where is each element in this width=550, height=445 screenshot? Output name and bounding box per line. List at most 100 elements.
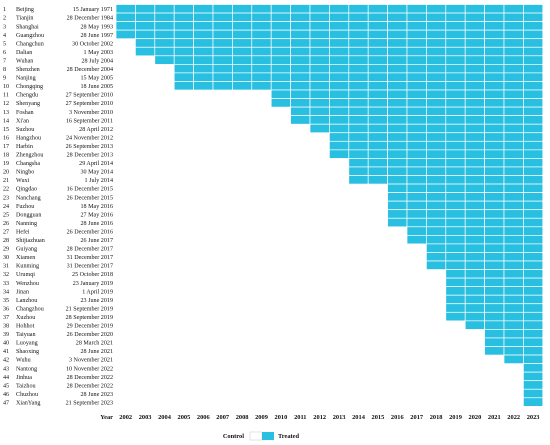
heatmap-cell: [523, 38, 544, 48]
row-date-label: 21 September 2023: [66, 400, 113, 406]
heatmap-cell: [426, 123, 447, 134]
x-tick-label: 2014: [352, 414, 366, 421]
heatmap-cell: [212, 21, 233, 31]
heatmap-cell: [329, 115, 350, 125]
row-date-label: 21 September 2019: [66, 306, 113, 312]
heatmap-cell: [329, 12, 350, 22]
heatmap-cell: [348, 115, 369, 125]
heatmap-cell: [193, 38, 214, 48]
heatmap-cell: [484, 55, 505, 65]
heatmap-cell: [445, 260, 466, 270]
heatmap-cell: [426, 81, 447, 91]
row-number: 38: [3, 324, 9, 330]
row-city-label: Wuhan: [16, 58, 33, 64]
heatmap-cell: [503, 123, 524, 134]
heatmap-cell: [484, 166, 505, 176]
heatmap-cell: [309, 55, 330, 65]
heatmap-cell: [464, 243, 485, 253]
row-city-label: Wuxi: [16, 178, 30, 184]
heatmap-cell: [426, 243, 447, 253]
heatmap-cell: [464, 183, 485, 193]
x-tick-label: 2003: [139, 414, 152, 421]
heatmap-cell: [348, 55, 369, 65]
heatmap-cell: [173, 46, 194, 57]
heatmap-cell: [348, 175, 369, 185]
heatmap-cell: [426, 29, 447, 40]
heatmap-cell: [426, 98, 447, 108]
heatmap-cell: [464, 158, 485, 168]
heatmap-cell: [348, 29, 369, 40]
heatmap-cell: [173, 12, 194, 22]
row-date-label: 29 December 2019: [67, 324, 113, 330]
row-date-label: 23 January 2019: [73, 281, 113, 287]
heatmap-cell: [445, 55, 466, 65]
x-tick-label: 2011: [294, 414, 306, 421]
row-city-label: Suzhou: [16, 127, 34, 133]
row-date-label: 30 May 2014: [81, 170, 114, 176]
row-city-label: Guiyang: [16, 247, 37, 253]
heatmap-cell: [309, 72, 330, 82]
heatmap-cell: [387, 29, 408, 40]
row-city-label: Luoyang: [16, 341, 38, 347]
heatmap-cell: [445, 149, 466, 159]
heatmap-cell: [523, 166, 544, 176]
heatmap-cell: [445, 46, 466, 57]
row-date-label: 1 July 2014: [85, 178, 113, 184]
heatmap-cell: [290, 12, 311, 22]
row-city-label: Changzhou: [16, 306, 44, 312]
row-number: 19: [3, 161, 9, 167]
heatmap-cell: [523, 363, 544, 373]
row-number: 5: [3, 41, 6, 47]
heatmap-cell: [484, 183, 505, 193]
row-city-label: Nanning: [16, 221, 37, 227]
heatmap-cell: [173, 81, 194, 91]
heatmap-cell: [523, 337, 544, 347]
heatmap-cell: [523, 106, 544, 116]
heatmap-cell: [290, 38, 311, 48]
row-date-label: 15 May 2005: [81, 76, 114, 82]
heatmap-cell: [367, 115, 388, 125]
heatmap-cell: [348, 12, 369, 22]
row-city-label: Nantong: [16, 366, 37, 372]
heatmap-cell: [503, 21, 524, 31]
heatmap-cell: [387, 217, 408, 228]
row-date-label: 28 September 2019: [66, 315, 113, 321]
heatmap-cell: [445, 200, 466, 211]
heatmap-cell: [464, 200, 485, 211]
row-city-label: Chongqing: [16, 84, 43, 90]
heatmap-cell: [484, 252, 505, 262]
x-tick-label: 2017: [410, 414, 424, 421]
heatmap-cell: [232, 12, 253, 22]
heatmap-cell: [348, 38, 369, 48]
heatmap-cell: [464, 269, 485, 279]
heatmap-cell: [329, 72, 350, 82]
heatmap-cell: [387, 149, 408, 159]
heatmap-cell: [445, 311, 466, 322]
row-city-label: Taizhou: [16, 383, 36, 389]
heatmap-cell: [484, 140, 505, 151]
heatmap-cell: [367, 72, 388, 82]
heatmap-cell: [445, 226, 466, 236]
heatmap-cell: [367, 123, 388, 134]
heatmap-cell: [503, 243, 524, 253]
heatmap-cell: [406, 29, 427, 40]
heatmap-cell: [484, 286, 505, 296]
heatmap-cell: [387, 123, 408, 134]
heatmap-cell: [484, 243, 505, 253]
heatmap-cell: [503, 149, 524, 159]
heatmap-cell: [212, 81, 233, 91]
heatmap-cell: [329, 55, 350, 65]
heatmap-cell: [232, 21, 253, 31]
heatmap-cell: [193, 29, 214, 40]
heatmap-cell: [115, 21, 136, 31]
heatmap-cell: [464, 192, 485, 202]
heatmap-cell: [348, 166, 369, 176]
legend-swatch-control: [249, 431, 263, 441]
row-date-label: 28 June 2016: [81, 221, 114, 227]
row-city-label: Xi'an: [16, 118, 29, 124]
heatmap-cell: [406, 183, 427, 193]
heatmap-cell: [387, 115, 408, 125]
heatmap-cell: [445, 29, 466, 40]
heatmap-cell: [523, 89, 544, 99]
heatmap-cell: [406, 4, 427, 14]
